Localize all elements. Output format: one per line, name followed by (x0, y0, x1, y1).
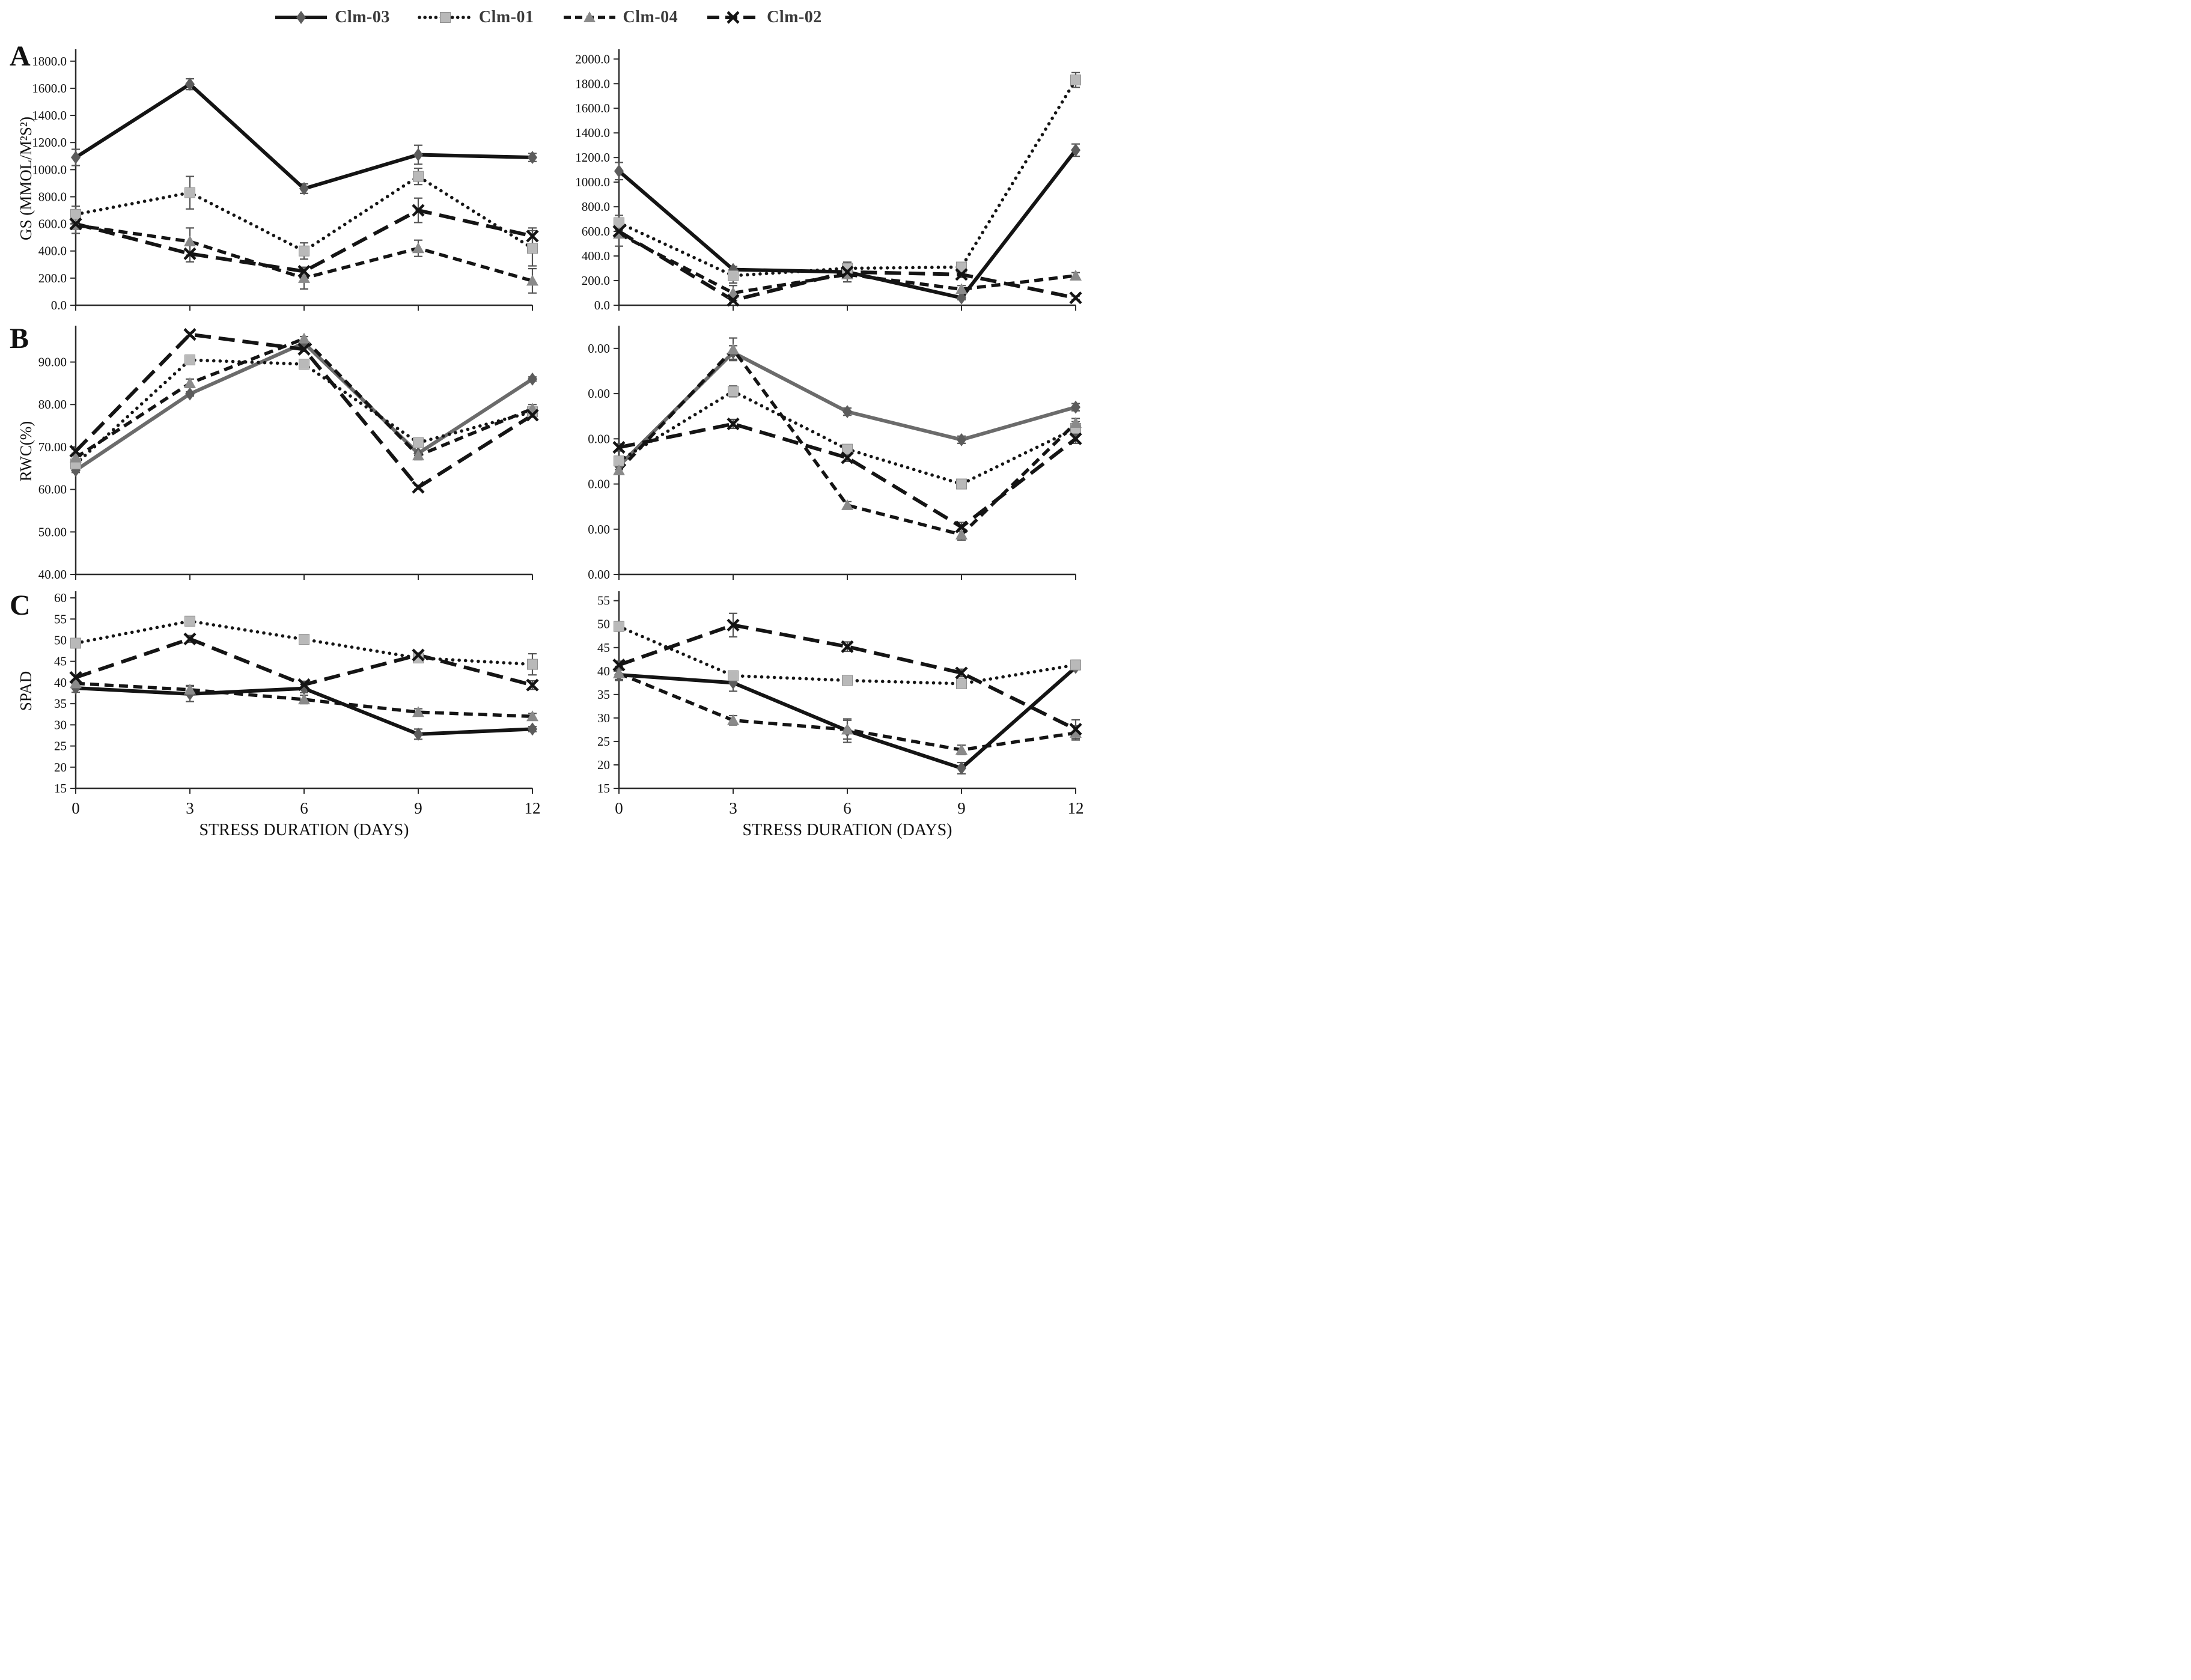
legend-label: Clm-04 (623, 8, 678, 26)
svg-text:80.00: 80.00 (38, 397, 67, 412)
legend-item-clm04: Clm-04 (562, 8, 678, 27)
svg-text:30: 30 (597, 711, 610, 725)
svg-text:0: 0 (615, 799, 623, 817)
svg-text:30: 30 (54, 717, 67, 732)
legend-label: Clm-02 (767, 8, 822, 26)
svg-text:0.00: 0.00 (588, 431, 610, 446)
svg-text:0.0: 0.0 (594, 298, 610, 312)
svg-text:20: 20 (597, 758, 610, 772)
legend-clm03-line-diamond-icon (275, 11, 328, 24)
svg-text:1200.0: 1200.0 (575, 150, 610, 165)
svg-text:RWC(%): RWC(%) (17, 421, 35, 482)
svg-text:1800.0: 1800.0 (32, 54, 67, 68)
svg-text:50.00: 50.00 (38, 525, 67, 539)
legend-clm01-line-square-icon (418, 12, 473, 23)
svg-text:SPAD: SPAD (17, 671, 35, 711)
svg-text:400.0: 400.0 (582, 249, 610, 263)
svg-text:600.0: 600.0 (582, 224, 610, 239)
svg-text:200.0: 200.0 (38, 271, 67, 285)
svg-text:STRESS DURATION (DAYS): STRESS DURATION (DAYS) (199, 821, 409, 839)
svg-text:0: 0 (72, 799, 80, 817)
figure-multipanel-line-charts: Clm-03 Clm-01 Clm-04 Clm-02 A B C 0.0 200… (0, 0, 1096, 840)
chart-svg-rwc-stress: 0.00 0.00 0.00 0.00 0.00 0.00 (588, 326, 1082, 582)
svg-text:70.00: 70.00 (38, 440, 67, 454)
legend-label: Clm-01 (478, 8, 534, 26)
panel-row-b: 40.00 50.00 60.00 70.00 80.00 90.00 RWC(%) 0.0… (8, 317, 1085, 585)
svg-text:60.00: 60.00 (38, 482, 67, 497)
svg-text:35: 35 (597, 687, 610, 702)
panel-row-c: 15 20 25 30 35 40 45 50 55 60 0 3 6 9 12 STRESS DURATIO… (8, 586, 1085, 839)
svg-text:1400.0: 1400.0 (32, 108, 67, 123)
chart-gs-stress: 0.0 200.0 400.0 600.0 800.0 1000.0 1200.0 1400.… (552, 35, 1085, 316)
svg-text:1800.0: 1800.0 (575, 76, 610, 91)
svg-text:9: 9 (414, 799, 422, 817)
chart-legend: Clm-03 Clm-01 Clm-04 Clm-02 (0, 2, 1096, 32)
svg-text:12: 12 (525, 799, 541, 817)
panel-row-a: 0.0 200.0 400.0 600.0 800.0 1000.0 1200.0 1400.… (8, 35, 1085, 316)
chart-svg-spad-stress: 15 20 25 30 35 40 45 50 55 0 3 6 9 12 STRESS DURATION … (597, 591, 1084, 839)
svg-text:50: 50 (54, 633, 67, 647)
svg-text:0.00: 0.00 (588, 341, 610, 356)
legend-item-clm03: Clm-03 (273, 8, 390, 27)
svg-text:1000.0: 1000.0 (32, 162, 67, 177)
svg-text:0.0: 0.0 (51, 298, 67, 312)
svg-text:55: 55 (54, 612, 67, 626)
svg-text:20: 20 (54, 760, 67, 775)
legend-item-clm01: Clm-01 (418, 8, 534, 27)
svg-text:GS (MMOL/M²S²): GS (MMOL/M²S²) (17, 117, 35, 240)
svg-text:1400.0: 1400.0 (575, 126, 610, 140)
svg-text:6: 6 (300, 799, 308, 817)
legend-clm02-line-x-icon (707, 11, 760, 24)
svg-text:2000.0: 2000.0 (575, 52, 610, 66)
svg-text:60: 60 (54, 591, 67, 605)
chart-svg-spad-control: 15 20 25 30 35 40 45 50 55 60 0 3 6 9 12 STRESS DURATIO… (17, 591, 541, 839)
svg-text:800.0: 800.0 (38, 189, 67, 204)
svg-text:800.0: 800.0 (582, 199, 610, 214)
chart-svg-gs-stress: 0.0 200.0 400.0 600.0 800.0 1000.0 1200.0 1400.… (575, 49, 1082, 312)
svg-text:45: 45 (597, 641, 610, 655)
svg-text:6: 6 (843, 799, 852, 817)
svg-text:1600.0: 1600.0 (575, 101, 610, 115)
svg-text:40: 40 (597, 664, 610, 678)
svg-text:50: 50 (597, 617, 610, 632)
svg-text:200.0: 200.0 (582, 273, 610, 288)
svg-text:40: 40 (54, 675, 67, 690)
chart-svg-gs-control: 0.0 200.0 400.0 600.0 800.0 1000.0 1200.0 1400.… (17, 49, 539, 312)
legend-item-clm02: Clm-02 (705, 8, 822, 27)
legend-clm04-line-triangle-icon (563, 11, 615, 22)
svg-text:40.00: 40.00 (38, 567, 67, 582)
svg-text:15: 15 (54, 781, 67, 796)
chart-gs-control: 0.0 200.0 400.0 600.0 800.0 1000.0 1200.0 1400.… (8, 35, 542, 316)
chart-svg-rwc-control: 40.00 50.00 60.00 70.00 80.00 90.00 RWC(%) (17, 326, 539, 582)
svg-text:400.0: 400.0 (38, 244, 67, 258)
svg-text:1200.0: 1200.0 (32, 135, 67, 150)
legend-label: Clm-03 (335, 8, 390, 26)
svg-text:1000.0: 1000.0 (575, 175, 610, 189)
svg-text:1600.0: 1600.0 (32, 81, 67, 96)
svg-text:45: 45 (54, 654, 67, 669)
svg-text:3: 3 (729, 799, 737, 817)
chart-rwc-control: 40.00 50.00 60.00 70.00 80.00 90.00 RWC(%) (8, 317, 542, 585)
svg-text:25: 25 (597, 734, 610, 749)
svg-text:35: 35 (54, 696, 67, 711)
panel-label-a: A (10, 40, 31, 72)
svg-text:STRESS DURATION (DAYS): STRESS DURATION (DAYS) (742, 821, 952, 839)
svg-text:0.00: 0.00 (588, 477, 610, 492)
svg-text:90.00: 90.00 (38, 355, 67, 370)
panel-label-c: C (10, 589, 31, 621)
chart-spad-control: 15 20 25 30 35 40 45 50 55 60 0 3 6 9 12 STRESS DURATIO… (8, 586, 542, 839)
svg-text:0.00: 0.00 (588, 567, 610, 582)
svg-text:15: 15 (597, 781, 610, 796)
svg-text:3: 3 (186, 799, 194, 817)
chart-rwc-stress: 0.00 0.00 0.00 0.00 0.00 0.00 (552, 317, 1085, 585)
svg-text:25: 25 (54, 739, 67, 753)
svg-text:9: 9 (957, 799, 966, 817)
chart-spad-stress: 15 20 25 30 35 40 45 50 55 0 3 6 9 12 STRESS DURATION … (552, 586, 1085, 839)
svg-text:12: 12 (1068, 799, 1084, 817)
panel-label-b: B (10, 323, 29, 355)
svg-text:0.00: 0.00 (588, 522, 610, 537)
svg-text:0.00: 0.00 (588, 386, 610, 401)
svg-text:55: 55 (597, 594, 610, 608)
svg-text:600.0: 600.0 (38, 217, 67, 231)
